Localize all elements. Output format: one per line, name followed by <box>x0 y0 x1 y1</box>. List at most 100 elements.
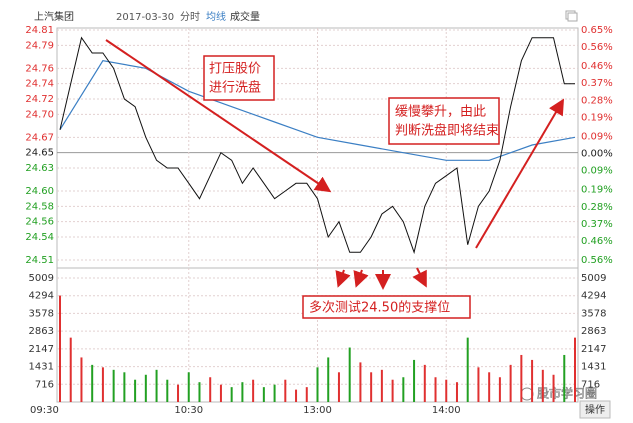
volume-bar <box>241 382 244 402</box>
y2-tick-label: 0.19% <box>581 112 613 123</box>
arrows <box>105 39 565 290</box>
volume-bar <box>187 372 190 402</box>
y-tick-label: 24.72 <box>25 94 54 105</box>
y2-tick-label: 0.19% <box>581 185 613 196</box>
volume-bar <box>423 364 426 402</box>
y-tick-label: 24.79 <box>25 40 54 51</box>
x-tick-label: 14:00 <box>432 405 461 416</box>
y-tick-label: 24.51 <box>25 255 54 266</box>
annotation: 判断洗盘即将结束 <box>395 123 499 139</box>
volume-bar <box>219 384 222 402</box>
y-tick-label: 24.60 <box>25 186 54 197</box>
legend-average: 均线 <box>206 10 226 23</box>
volume-bar <box>455 382 458 402</box>
x-tick-label: 09:30 <box>30 405 59 416</box>
y-tick-label: 24.56 <box>25 217 54 228</box>
volume-tick-label: 2863 <box>581 326 606 337</box>
annotation-box <box>388 97 500 145</box>
volume-bar <box>123 372 126 402</box>
x-tick-label: 10:30 <box>174 405 203 416</box>
volume-bar <box>370 372 373 402</box>
volume-bar <box>198 382 201 402</box>
volume-bar <box>563 354 566 402</box>
y-tick-label: 24.65 <box>25 148 54 159</box>
volume-bar <box>445 379 448 402</box>
y-tick-label: 24.58 <box>25 201 54 212</box>
watermark: 股市学习圈 <box>537 386 597 401</box>
y2-tick-label: 0.28% <box>581 95 613 106</box>
window-icon[interactable] <box>567 12 578 22</box>
stock-name: 上汽集团 <box>34 10 74 23</box>
y2-tick-label: 0.37% <box>581 219 613 230</box>
volume-bar <box>69 337 72 402</box>
volume-bar <box>305 387 308 402</box>
volume-bar <box>434 377 437 402</box>
y-tick-label: 24.76 <box>25 63 54 74</box>
volume-bar <box>112 369 115 402</box>
volume-bar <box>541 369 544 402</box>
volume-tick-label: 2147 <box>29 344 54 355</box>
volume-bar <box>348 347 351 402</box>
volume-bar <box>531 359 534 402</box>
volume-tick-label: 4294 <box>29 291 54 302</box>
volume-bar <box>498 377 501 402</box>
y2-tick-label: 0.65% <box>581 25 613 36</box>
volume-bar <box>80 357 83 402</box>
volume-bar <box>488 372 491 402</box>
x-tick-label: 13:00 <box>303 405 332 416</box>
volume-bar <box>402 377 405 402</box>
price-line <box>59 36 575 255</box>
volume-bar <box>177 384 180 402</box>
volume-tick-label: 2863 <box>29 326 54 337</box>
volume-bar <box>91 364 94 402</box>
volume-bar <box>391 379 394 402</box>
arrow <box>475 98 565 249</box>
volume-bar <box>552 374 555 402</box>
annotation: 打压股价 <box>209 62 261 77</box>
y-tick-label: 24.81 <box>25 25 54 36</box>
y2-tick-label: 0.56% <box>581 255 613 266</box>
volume-bar <box>209 377 212 402</box>
annotation: 多次测试24.50的支撑位 <box>309 300 450 316</box>
volume-tick-label: 3578 <box>581 308 606 319</box>
volume-bar <box>509 364 512 402</box>
volume-tick-label: 716 <box>35 379 54 390</box>
average-line <box>59 60 576 161</box>
y-tick-label: 24.74 <box>25 79 54 90</box>
volume-bar <box>359 362 362 402</box>
button-box[interactable] <box>579 400 611 419</box>
volume-bar <box>477 367 480 402</box>
volume-bar <box>273 384 276 402</box>
volume-bar <box>101 367 104 402</box>
annotation: 缓慢攀升，由此 <box>395 104 486 120</box>
volume-bar <box>574 337 576 402</box>
volume-tick-label: 2147 <box>581 344 606 355</box>
y2-tick-label: 0.09% <box>581 166 613 177</box>
y-tick-label: 24.67 <box>25 132 54 143</box>
volume-bar <box>380 369 383 402</box>
legend-volume: 成交量 <box>230 10 260 23</box>
volume-bar <box>520 354 523 402</box>
y2-tick-label: 0.37% <box>581 78 613 89</box>
volume-tick-label: 716 <box>581 379 600 390</box>
volume-bar <box>327 357 330 402</box>
annotation: 进行洗盘 <box>209 80 261 96</box>
y-tick-label: 24.63 <box>25 163 54 174</box>
volume-tick-label: 5009 <box>29 273 54 284</box>
operate-button[interactable]: 操作 <box>585 403 605 416</box>
volume-tick-label: 1431 <box>581 362 606 373</box>
volume-bar <box>155 369 158 402</box>
y2-tick-label: 0.46% <box>581 236 613 247</box>
volume-bar <box>466 337 469 402</box>
arrow <box>353 269 369 288</box>
volume-tick-label: 1431 <box>29 362 54 373</box>
y-tick-label: 24.54 <box>25 232 54 243</box>
y2-tick-label: 0.00% <box>581 149 613 160</box>
volume-tick-label: 4294 <box>581 291 606 302</box>
volume-bar <box>316 367 319 402</box>
volume-bar <box>166 379 169 402</box>
volume-bar <box>134 379 137 402</box>
arrow <box>412 267 427 288</box>
